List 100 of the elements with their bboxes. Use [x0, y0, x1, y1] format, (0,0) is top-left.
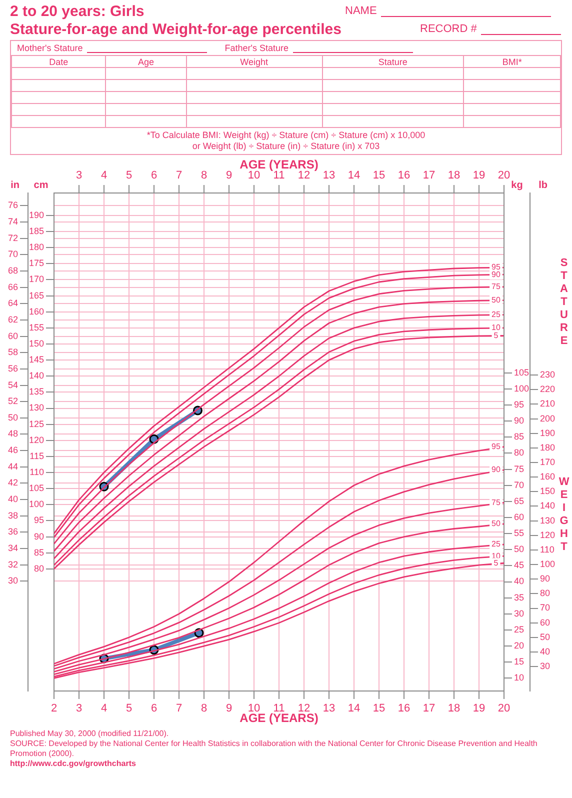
x-tick-label: 6 [150, 702, 158, 715]
x-tick-label: 15 [372, 169, 386, 182]
text: RECORD # [420, 23, 478, 35]
y-tick-label: 85 [34, 547, 44, 558]
x-tick-label: 14 [348, 702, 360, 715]
y2-tick-label: 180 [540, 442, 556, 452]
y2-tick-label: 220 [540, 384, 556, 394]
x-tick-label: 18 [448, 169, 460, 182]
y2-tick-label: 60 [8, 330, 18, 341]
x-tick-label: 5 [126, 169, 132, 182]
x-tick-label: 6 [150, 169, 158, 182]
y-tick-label: 10 [514, 672, 524, 683]
y-tick-label: 165 [28, 290, 44, 300]
x-tick-label: 8 [200, 702, 208, 715]
y-tick-label: 185 [28, 226, 44, 236]
y2-tick-label: 34 [8, 542, 18, 553]
y2-tick-label: 90 [540, 574, 550, 584]
y-tick-label: 70 [514, 480, 524, 490]
y2-tick-label: 36 [8, 526, 18, 537]
x-tick-label: 2 [50, 702, 58, 715]
y-tick-label: 50 [514, 544, 524, 554]
series-label: 95 [492, 442, 501, 452]
y2-tick-label: 62 [8, 314, 18, 324]
x-tick-label: 7 [176, 169, 182, 182]
x-tick-label: 16 [398, 169, 410, 182]
x-tick-label: 4 [100, 169, 108, 182]
y2-tick-label: 68 [8, 266, 18, 276]
y-tick-label: 65 [514, 496, 524, 506]
y2-tick-label: 32 [8, 559, 18, 570]
y2-tick-label: 60 [540, 617, 550, 628]
y-tick-label: 175 [28, 258, 44, 268]
text: http://www.cdc.gov/growthcharts [10, 759, 137, 769]
chart-title: 2 to 20 years: Girls [10, 3, 144, 20]
y2-tick-label: 230 [540, 370, 556, 380]
y-tick-label: 160 [28, 306, 44, 316]
y-tick-label: 115 [30, 450, 44, 461]
x-tick-label: 15 [372, 702, 386, 715]
y2-tick-label: 74 [8, 216, 18, 227]
y2-tick-label: 100 [540, 559, 556, 570]
y2-tick-label: 56 [8, 363, 18, 374]
y-tick-label: 85 [514, 432, 524, 442]
y-axis-title: cm [34, 180, 48, 191]
y2-tick-label: 40 [8, 494, 18, 504]
y-tick-label: 170 [28, 274, 44, 284]
y-tick-label: 130 [28, 402, 44, 413]
y2-tick-label: 42 [8, 478, 18, 488]
y2-tick-label: 48 [8, 428, 18, 439]
y-tick-label: 95 [34, 515, 44, 526]
x-tick-label: 20 [498, 702, 510, 715]
y2-tick-label: 130 [540, 515, 556, 526]
series-label: 50 [492, 519, 501, 528]
series-label: 10 [492, 323, 501, 332]
y2-tick-label: 70 [540, 602, 550, 613]
y-tick-label: 30 [514, 608, 524, 618]
x-tick-label: 4 [100, 702, 108, 715]
y2-tick-label: 30 [540, 661, 550, 672]
y2-tick-label: 64 [8, 298, 18, 308]
x-tick-label: 14 [348, 169, 360, 182]
x-tick-label: 19 [472, 169, 486, 182]
y2-tick-label: 170 [540, 457, 556, 468]
y-tick-label: 20 [514, 640, 524, 651]
chart-subtitle: Stature-for-age and Weight-for-age percentiles [10, 21, 342, 38]
y-tick-label: 145 [28, 354, 44, 365]
y-tick-label: 140 [28, 370, 44, 381]
record-form: Mother's Stature Father's Stature Date Age Weight Stature BMI* *To Calculate BMI: Weight (kg) ÷ Stature (cm) ÷ Stature (cm) x 10,000 or Weight (lb) ÷ Stature (in) ÷ Stature (in) x 703 [10, 40, 562, 155]
series-label: 5 [494, 558, 499, 568]
y-tick-label: 90 [34, 531, 44, 542]
x-tick-label: 3 [76, 169, 82, 182]
y-tick-label: 105 [514, 367, 530, 378]
y2-tick-label: 76 [8, 200, 18, 210]
y-tick-label: 100 [514, 383, 530, 394]
y2-tick-label: 44 [8, 461, 18, 472]
y2-tick-label: 110 [540, 544, 554, 554]
y-tick-label: 125 [28, 418, 44, 429]
y2-tick-label: 54 [8, 380, 18, 390]
y-tick-label: 15 [514, 656, 524, 667]
text: Published May 30, 2000 (modified 11/21/00). [10, 729, 170, 739]
y2-tick-label: 140 [540, 500, 556, 511]
y-tick-label: 110 [30, 467, 44, 478]
x-tick-label: 20 [498, 169, 510, 182]
y2-tick-label: 210 [540, 398, 556, 409]
series-label: 5 [494, 330, 499, 340]
y-tick-label: 80 [34, 563, 44, 574]
y-tick-label: 105 [28, 483, 44, 494]
y2-tick-label: 150 [540, 486, 556, 496]
x-tick-label: 18 [448, 702, 460, 715]
y2-axis-title: in [10, 180, 20, 191]
x-tick-label: 12 [298, 169, 310, 182]
y2-tick-label: 66 [8, 282, 18, 292]
y2-tick-label: 120 [540, 530, 556, 540]
y2-tick-label: 190 [540, 428, 556, 438]
y2-tick-label: 52 [8, 396, 18, 406]
series-label: 25 [492, 310, 501, 319]
x-tick-label: 10 [248, 169, 260, 182]
x-tick-label: 8 [200, 169, 208, 182]
y2-tick-label: 200 [540, 413, 556, 424]
series-label: 50 [492, 296, 501, 305]
y-tick-label: 120 [28, 434, 44, 445]
y-tick-label: 55 [514, 528, 524, 538]
x-tick-label: 17 [422, 169, 436, 182]
